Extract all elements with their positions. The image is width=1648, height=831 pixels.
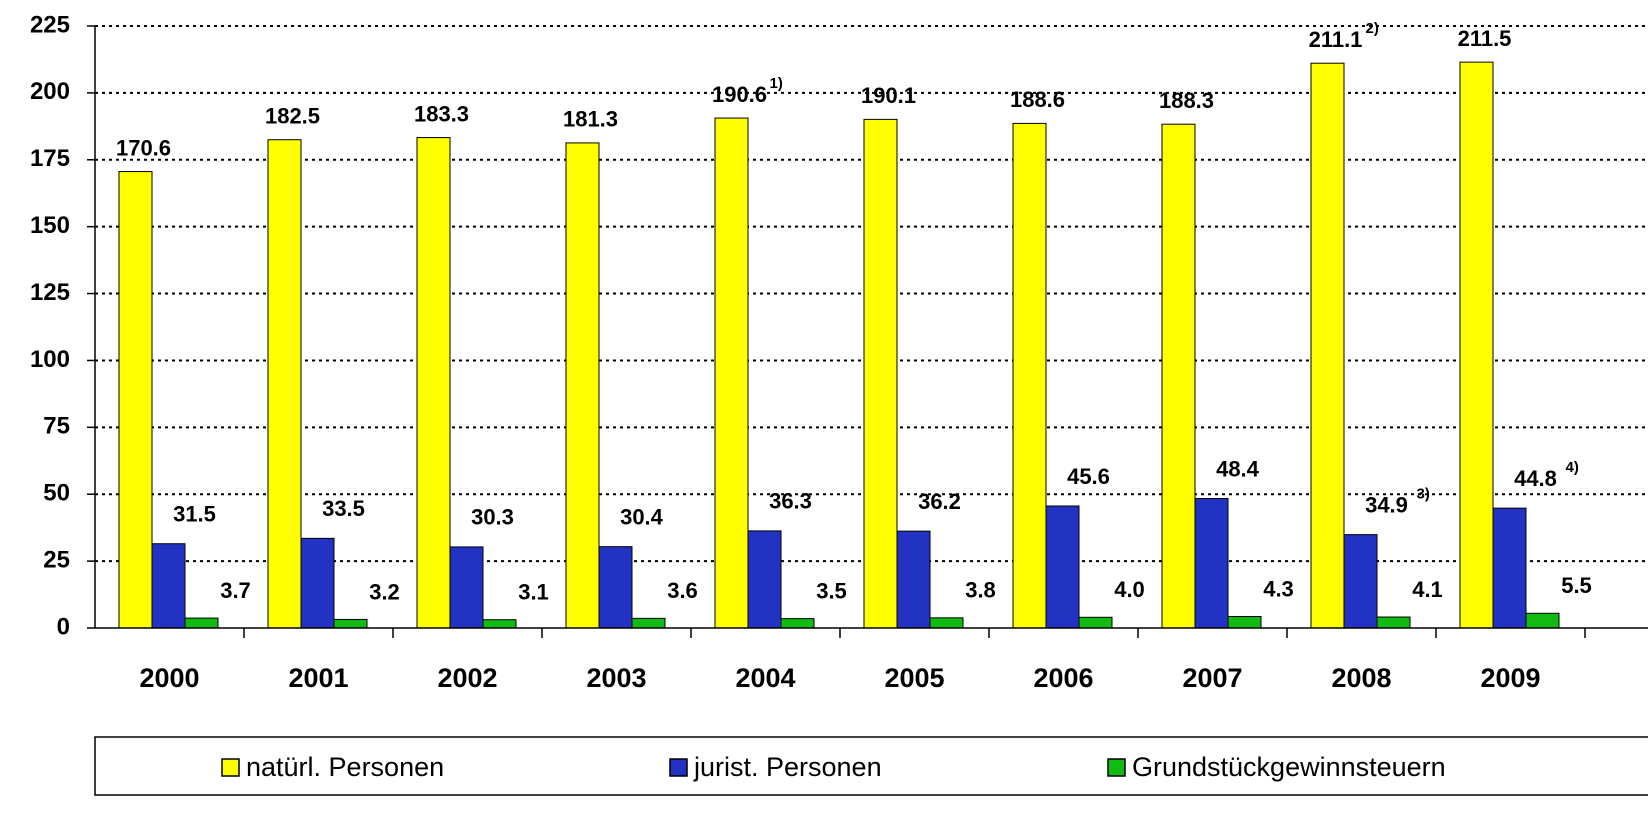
bar [300, 537, 335, 629]
legend-label: Grundstückgewinnsteuern [1132, 752, 1446, 782]
value-label: 3.5 [816, 578, 847, 603]
value-label: 45.6 [1067, 464, 1110, 489]
value-label: 181.3 [563, 107, 618, 132]
bar [1376, 616, 1411, 629]
value-label: 48.4 [1216, 456, 1260, 481]
bar [714, 117, 749, 629]
bar [1078, 616, 1113, 629]
bar [1492, 507, 1527, 629]
value-label: 44.8 [1514, 466, 1557, 491]
value-label: 3.2 [369, 579, 400, 604]
value-label: 4.1 [1412, 577, 1443, 602]
value-label: 5.5 [1561, 573, 1592, 598]
value-label: 182.5 [265, 104, 320, 129]
value-label: 36.2 [918, 489, 961, 514]
legend-swatch [669, 758, 688, 777]
bar [631, 617, 666, 629]
x-tick-label: 2008 [1331, 663, 1391, 693]
y-tick-label: 200 [30, 78, 70, 105]
bar [151, 543, 186, 629]
x-tick-label: 2009 [1480, 663, 1540, 693]
x-tick-label: 2004 [735, 663, 795, 693]
value-label: 31.5 [173, 502, 216, 527]
bar [780, 618, 815, 629]
value-label: 183.3 [414, 101, 469, 126]
bar [449, 546, 484, 629]
x-tick-label: 2006 [1033, 663, 1093, 693]
y-tick-label: 225 [30, 11, 70, 38]
y-tick-label: 25 [43, 546, 70, 573]
x-tick-label: 2002 [437, 663, 497, 693]
bar [598, 546, 633, 629]
bar [184, 617, 219, 629]
value-label: 211.5 [1458, 26, 1512, 51]
x-tick-label: 2003 [586, 663, 646, 693]
y-tick-label: 0 [57, 613, 70, 640]
y-tick-label: 50 [43, 480, 70, 507]
legend-box [94, 736, 1648, 796]
value-label: 3.1 [518, 580, 549, 605]
y-tick-label: 125 [30, 279, 70, 306]
value-label: 3.7 [220, 578, 251, 603]
bar [1459, 61, 1494, 629]
value-label: 3.6 [667, 578, 698, 603]
value-label: 170.6 [116, 135, 171, 160]
bar [416, 137, 451, 629]
bar [1227, 615, 1262, 629]
value-label: 34.9 [1365, 492, 1408, 517]
value-label: 190.1 [861, 83, 916, 108]
bar [482, 619, 517, 629]
value-label: 4.3 [1263, 576, 1294, 601]
value-label: 4.0 [1114, 577, 1145, 602]
x-tick-label: 2000 [139, 663, 199, 693]
value-label: 33.5 [322, 496, 365, 521]
footnote-marker: 1) [770, 75, 783, 92]
bar [1012, 122, 1047, 629]
y-tick-label: 175 [30, 145, 70, 172]
value-label: 190.6 [712, 82, 767, 107]
bar [267, 139, 302, 629]
x-tick-label: 2005 [884, 663, 944, 693]
value-label: 188.6 [1010, 87, 1065, 112]
bar [896, 530, 931, 629]
y-tick-label: 75 [43, 413, 70, 440]
legend-swatch [221, 758, 240, 777]
bar [1343, 534, 1378, 629]
bar [863, 118, 898, 629]
legend-swatch [1107, 758, 1126, 777]
bar [1045, 505, 1080, 629]
legend-label: natürl. Personen [246, 752, 444, 782]
y-tick-label: 150 [30, 212, 70, 239]
value-label: 36.3 [769, 489, 812, 514]
value-label: 188.3 [1159, 88, 1214, 113]
bar [565, 142, 600, 629]
bar [1194, 498, 1229, 629]
bar [118, 171, 153, 629]
value-label: 30.3 [471, 505, 514, 530]
footnote-marker: 2) [1366, 20, 1379, 37]
bar [747, 530, 782, 629]
bar [1525, 612, 1560, 629]
value-label: 3.8 [965, 578, 996, 603]
footnote-marker: 4) [1566, 459, 1579, 476]
x-tick-label: 2007 [1182, 663, 1242, 693]
bar [929, 617, 964, 629]
x-tick-label: 2001 [288, 663, 348, 693]
legend-label: jurist. Personen [693, 752, 882, 782]
bar [1161, 123, 1196, 629]
bar [333, 618, 368, 629]
y-tick-label: 100 [30, 346, 70, 373]
bar [1310, 62, 1345, 629]
footnote-marker: 3) [1417, 486, 1430, 503]
value-label: 30.4 [620, 504, 664, 529]
value-label: 211.1 [1309, 27, 1363, 52]
